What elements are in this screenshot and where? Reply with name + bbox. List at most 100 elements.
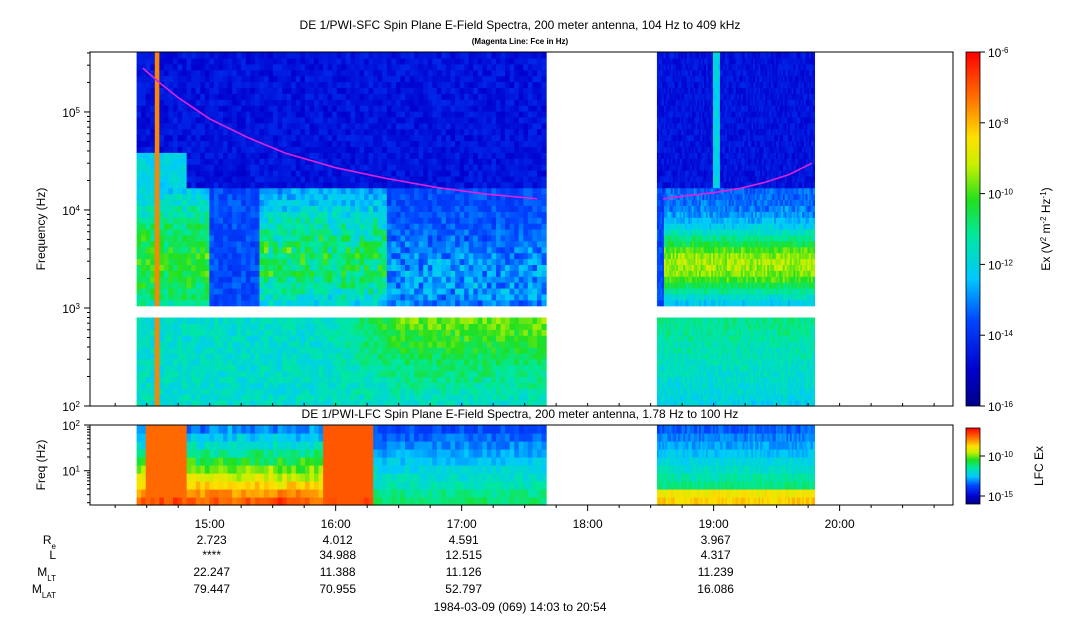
spectrogram-cell bbox=[395, 75, 402, 83]
spectrogram-cell bbox=[405, 99, 411, 106]
spectrogram-cell bbox=[191, 52, 197, 59]
spectrogram-cell bbox=[173, 105, 179, 112]
spectrogram-cell bbox=[336, 205, 342, 212]
spectrogram-cell bbox=[377, 158, 383, 165]
spectrogram-cell bbox=[491, 69, 497, 77]
spectrogram-cell bbox=[482, 299, 488, 307]
spectrogram-cell bbox=[327, 187, 333, 195]
spectrogram-cell bbox=[377, 152, 383, 159]
spectrogram-cell bbox=[386, 81, 392, 88]
spectrogram-cell bbox=[459, 175, 465, 183]
spectrogram-cell bbox=[277, 299, 283, 307]
spectrogram-cell bbox=[468, 99, 474, 106]
spectrogram-cell bbox=[391, 394, 397, 401]
spectrogram-cell bbox=[268, 335, 274, 342]
spectrogram-cell bbox=[382, 170, 388, 177]
spectrogram-cell bbox=[418, 394, 424, 401]
spectrogram-cell bbox=[341, 293, 347, 301]
spectrogram-cell bbox=[464, 364, 470, 372]
spectrogram-cell bbox=[323, 252, 329, 260]
spectrogram-cell bbox=[405, 270, 411, 277]
spectrogram-cell bbox=[177, 181, 183, 189]
spectrogram-cell bbox=[168, 99, 174, 106]
spectrogram-cell bbox=[500, 240, 506, 248]
spectrogram-cell bbox=[200, 382, 206, 389]
spectrogram-cell bbox=[323, 270, 329, 277]
spectrogram-cell bbox=[364, 146, 370, 153]
spectrogram-cell bbox=[314, 335, 320, 342]
spectrogram-cell bbox=[455, 258, 461, 265]
spectrogram-cell bbox=[455, 288, 461, 295]
spectrogram-cell bbox=[259, 57, 265, 65]
spectrogram-cell bbox=[159, 63, 165, 71]
spectrogram-cell bbox=[336, 199, 342, 206]
spectrogram-cell bbox=[427, 217, 433, 224]
spectrogram-cell bbox=[300, 293, 306, 301]
spectrogram-cell bbox=[505, 199, 511, 206]
spectrogram-cell bbox=[418, 128, 424, 136]
spectrogram-cell bbox=[291, 388, 297, 395]
spectrogram-cell bbox=[232, 211, 238, 218]
spectrogram-cell bbox=[327, 240, 333, 248]
spectrogram-cell bbox=[191, 152, 197, 159]
spectrogram-cell bbox=[259, 258, 265, 265]
spectrogram-cell bbox=[341, 370, 347, 378]
spectrogram-cell bbox=[400, 134, 406, 142]
spectrogram-cell bbox=[441, 282, 447, 289]
spectrogram-cell bbox=[204, 87, 211, 94]
spectrogram-cell bbox=[204, 352, 211, 360]
spectrogram-cell bbox=[464, 293, 470, 301]
spectrogram-cell bbox=[254, 323, 261, 330]
spectrogram-cell bbox=[295, 140, 301, 147]
spectrogram-cell bbox=[268, 205, 274, 212]
spectrogram-cell bbox=[318, 299, 324, 307]
spectrogram-cell bbox=[450, 75, 456, 83]
spectrogram-cell bbox=[368, 388, 374, 395]
spectrogram-cell bbox=[291, 370, 297, 378]
spectrogram-cell bbox=[213, 187, 220, 195]
spectrogram-cell bbox=[341, 63, 347, 71]
spectrogram-cell bbox=[314, 282, 320, 289]
spectrogram-cell bbox=[254, 75, 261, 83]
spectrogram-cell bbox=[295, 164, 301, 171]
spectrogram-cell bbox=[400, 122, 406, 130]
spectrogram-cell bbox=[282, 105, 288, 112]
spectrogram-cell bbox=[254, 87, 261, 94]
spectrogram-cell bbox=[345, 240, 352, 248]
spectrogram-cell bbox=[409, 128, 415, 136]
spectrogram-cell bbox=[345, 293, 352, 301]
spectrogram-cell bbox=[245, 299, 251, 307]
spectrogram-cell bbox=[491, 347, 497, 354]
spectrogram-cell bbox=[223, 252, 229, 260]
spectrogram-cell bbox=[159, 293, 165, 301]
spectrogram-cell bbox=[432, 234, 438, 242]
spectrogram-cell bbox=[505, 376, 511, 383]
spectrogram-cell bbox=[163, 382, 170, 389]
spectrogram-cell bbox=[345, 317, 352, 324]
spectrogram-cell bbox=[223, 394, 229, 401]
spectrogram-cell bbox=[391, 252, 397, 260]
spectrogram-cell bbox=[459, 158, 465, 165]
spectrogram-cell bbox=[200, 288, 206, 295]
spectrogram-cell bbox=[327, 358, 333, 366]
spectrogram-cell bbox=[318, 234, 324, 242]
spectrogram-cell bbox=[163, 240, 170, 248]
spectrogram-cell bbox=[163, 223, 170, 230]
spectrogram-cell bbox=[254, 93, 261, 100]
spectrogram-cell bbox=[368, 128, 374, 136]
spectrogram-cell bbox=[314, 111, 320, 118]
spectrogram-cell bbox=[282, 170, 288, 177]
spectrogram-cell bbox=[350, 217, 356, 224]
spectrogram-cell bbox=[373, 276, 379, 283]
spectrogram-cell bbox=[432, 170, 438, 177]
spectrogram-cell bbox=[236, 329, 242, 336]
spectrogram-cell bbox=[323, 364, 329, 372]
spectrogram-cell bbox=[168, 158, 174, 165]
spectrogram-cell bbox=[318, 335, 324, 342]
spectrogram-cell bbox=[377, 223, 383, 230]
spectrogram-cell bbox=[496, 175, 502, 183]
spectrogram-cell bbox=[309, 128, 315, 136]
spectrogram-cell bbox=[409, 347, 415, 354]
spectrogram-cell bbox=[350, 364, 356, 372]
spectrogram-cell bbox=[209, 341, 215, 348]
